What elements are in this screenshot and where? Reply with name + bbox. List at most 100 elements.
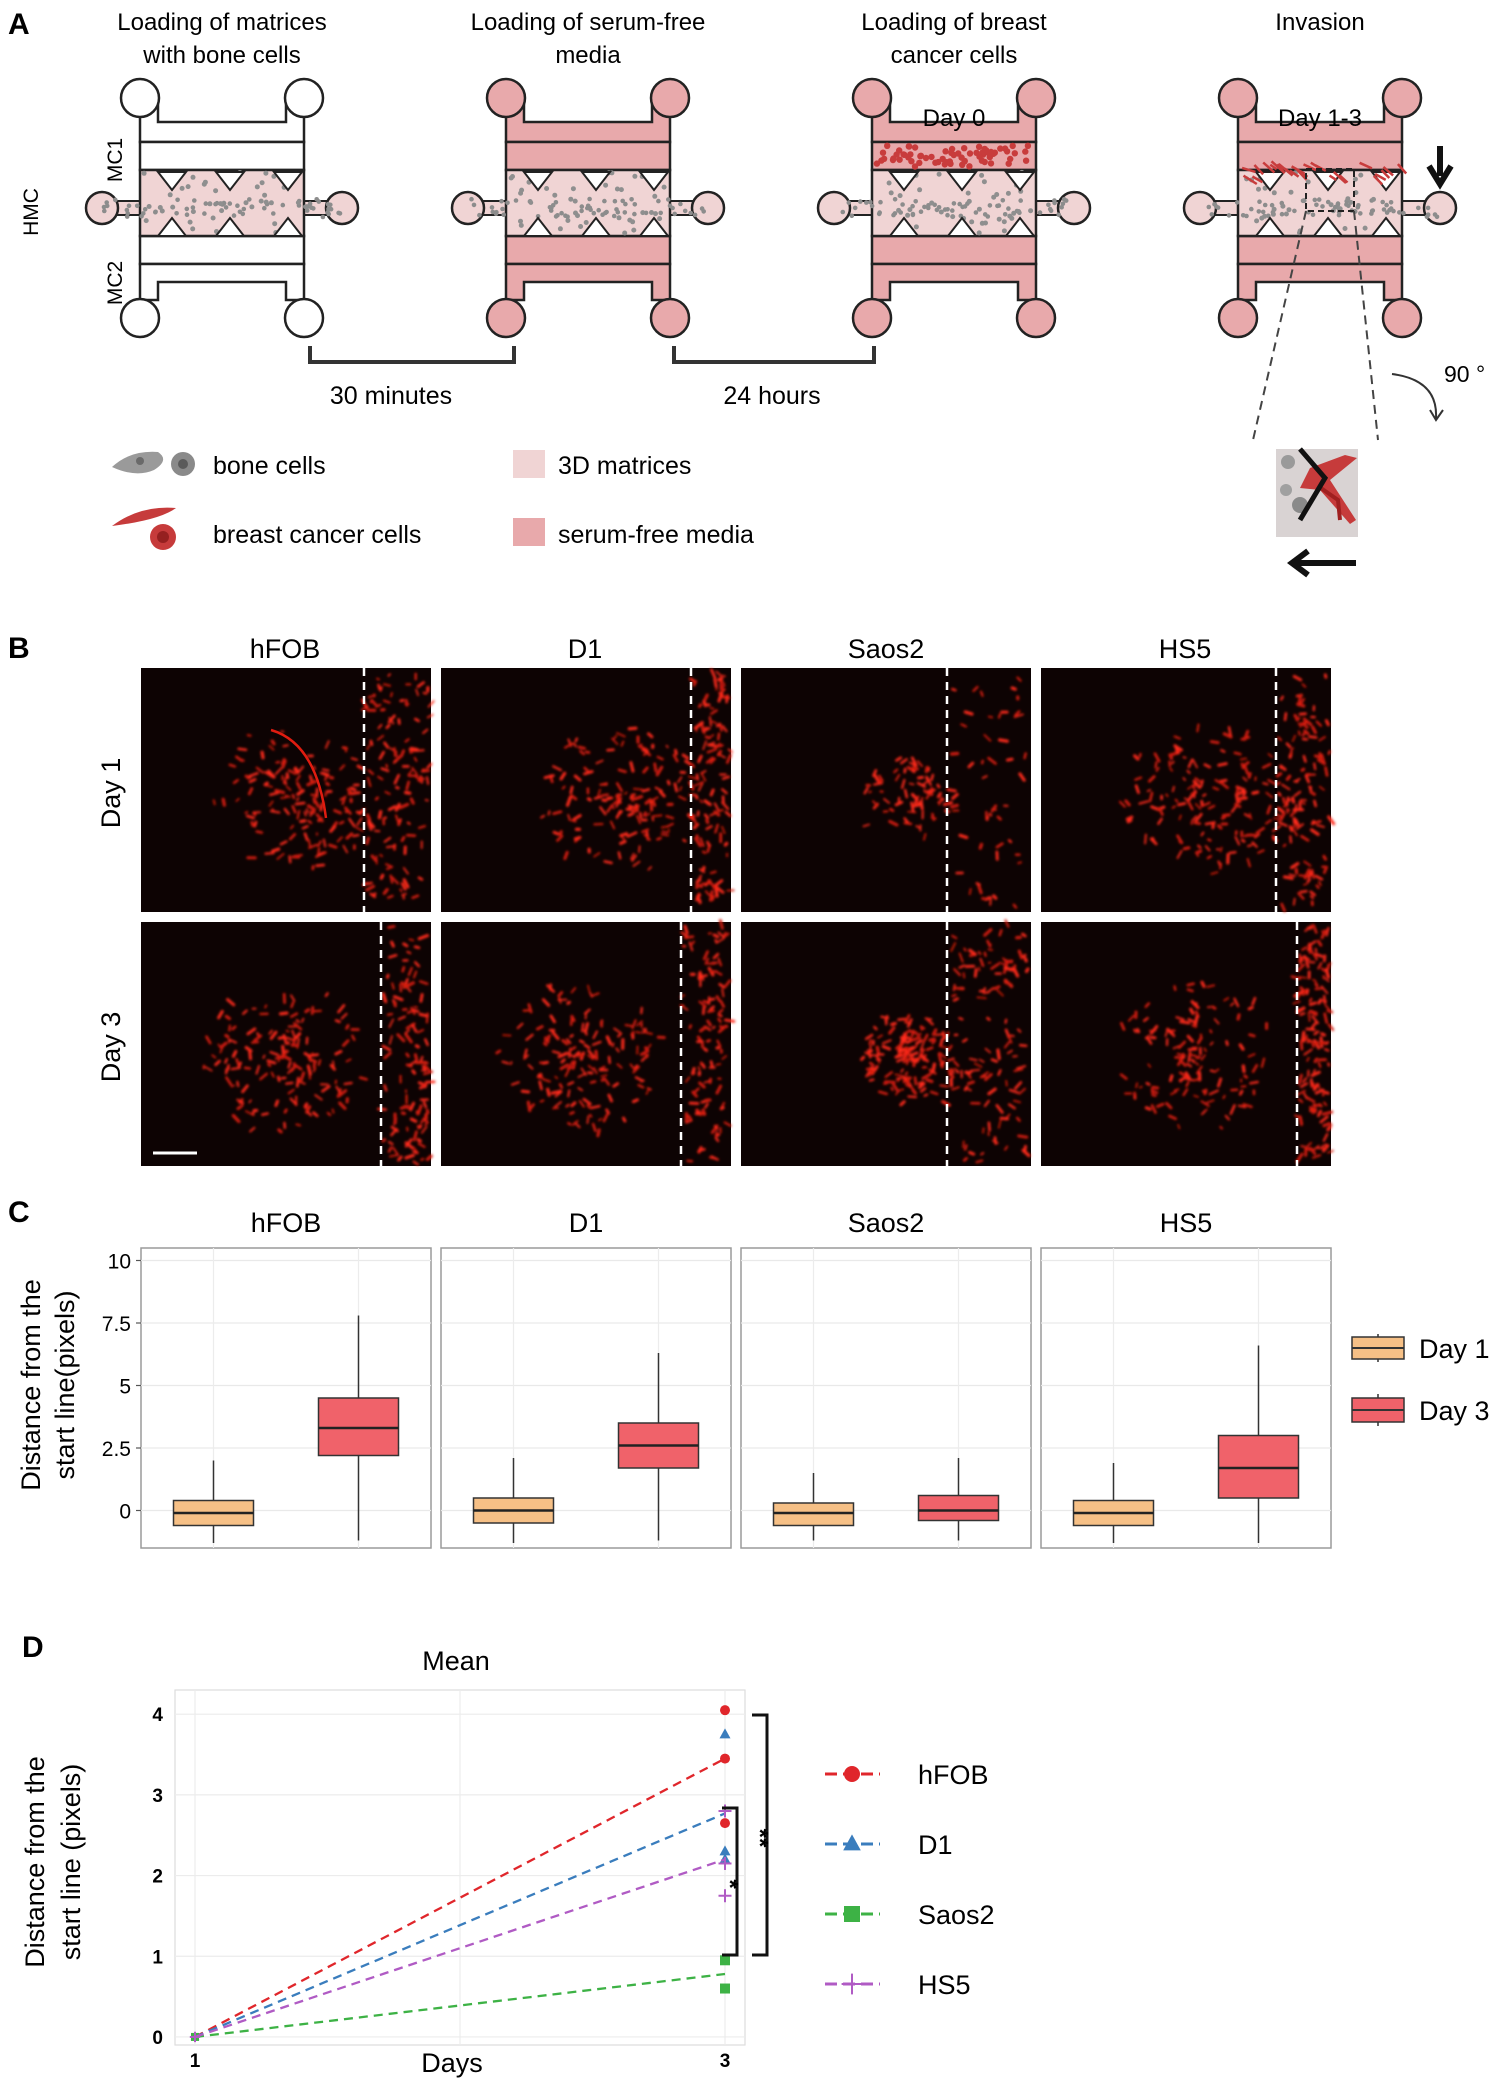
panel-d-title: Mean: [422, 1646, 490, 1676]
legend-matrices: 3D matrices: [558, 452, 691, 480]
y-tick-label: 7.5: [102, 1313, 131, 1336]
panel-d-ylabel-1: Distance from the: [20, 1756, 50, 1968]
box-day1: [472, 1458, 555, 1543]
facet-title: Saos2: [848, 1208, 925, 1238]
panel-c-legend: Day 1 Day 3: [1351, 1334, 1490, 1426]
panel-c-ylabel-2: start line(pixels): [50, 1290, 80, 1479]
significance-brackets: ** *: [716, 1713, 773, 1957]
series-hs5: [189, 1804, 732, 2043]
point-day3: [720, 1818, 730, 1829]
series-line: [194, 1757, 726, 2038]
step-title-3: Loading of breast: [861, 9, 1047, 36]
facet-d1: D1: [440, 1208, 732, 1549]
box-day3: [917, 1458, 1000, 1541]
micrograph-saos2-day1: [741, 668, 1031, 912]
box-day3: [617, 1353, 700, 1541]
y-tick-label: 10: [108, 1251, 131, 1274]
x-tick-label: 3: [720, 2051, 731, 2072]
micrograph-d1-day1: [441, 668, 735, 912]
point-day3: [718, 1856, 732, 1870]
mc1-label: MC1: [104, 138, 127, 182]
sig-inner-label: *: [716, 1879, 743, 1889]
panel-c-label: C: [8, 1196, 30, 1229]
point-day3: [720, 1705, 730, 1716]
step-title-1: Loading of matrices: [117, 9, 326, 36]
facet-hs5: HS5: [1040, 1208, 1332, 1549]
point-day3: [720, 1983, 730, 1994]
chip-step-1: Loading of matrices with bone cells: [84, 9, 360, 339]
y-tick-label: 5: [119, 1376, 131, 1399]
col-header-d1: D1: [568, 634, 603, 664]
y-tick-label: 0: [119, 1501, 131, 1524]
legend-media: serum-free media: [558, 521, 754, 549]
box-day3: [1217, 1345, 1300, 1543]
step-title-4: Invasion: [1275, 9, 1364, 36]
point-day3: [720, 1955, 730, 1966]
facet-saos2: Saos2: [740, 1208, 1032, 1549]
y-tick-label: 4: [152, 1705, 163, 1726]
interval-label-1: 30 minutes: [330, 382, 452, 410]
point-day3: [719, 1845, 731, 1856]
legend-item-saos2: Saos2: [825, 1900, 995, 1930]
col-header-saos2: Saos2: [848, 634, 925, 664]
left-arrow-icon: [1287, 548, 1356, 578]
interval-bracket-2: 24 hours: [672, 346, 876, 410]
micrograph-d1-day3: [441, 919, 736, 1166]
panel-d-legend: hFOB D1 Saos2 HS5: [825, 1760, 995, 2000]
legend-item-hs5: HS5: [825, 1970, 971, 2000]
step-title-2: Loading of serum-free: [471, 9, 706, 36]
legend-marker: [844, 1766, 860, 1782]
bone-cells-icon: [112, 451, 195, 476]
zoom-box: [1305, 168, 1355, 212]
down-arrow-icon: [1426, 146, 1454, 190]
box-day1: [772, 1473, 855, 1541]
micrograph-saos2-day3: [741, 919, 1031, 1166]
row-label-day1: Day 1: [96, 758, 126, 829]
rotate-arrow-icon: [1391, 373, 1438, 419]
step-subtitle-3: cancer cells: [891, 42, 1018, 69]
micrograph-hfob-day3: [141, 922, 436, 1166]
boxplot-facets: hFOB 0 2.5 5 7.5 10 D1 Saos2 HS5: [102, 1208, 1332, 1549]
row-label-day3: Day 3: [96, 1012, 126, 1083]
y-tick-label: 1: [152, 1947, 163, 1968]
facet-title: D1: [569, 1208, 604, 1238]
mc2-label: MC2: [104, 261, 127, 305]
panel-b-label: B: [8, 632, 30, 665]
legend-marker: [841, 1973, 863, 1995]
y-tick-label: 2.5: [102, 1438, 131, 1461]
point-day1: [189, 2031, 201, 2043]
facet-title: HS5: [1160, 1208, 1213, 1238]
cancer-cells-icon: [112, 507, 176, 550]
step-inner-label-4: Day 1-3: [1278, 105, 1362, 132]
micrograph-hfob-day1: [141, 668, 435, 912]
facet-title: hFOB: [251, 1208, 322, 1238]
panel-a-label: A: [8, 8, 30, 41]
legend-key-day1: [1351, 1334, 1405, 1362]
legend-label: D1: [918, 1830, 953, 1860]
panel-d-label: D: [22, 1631, 44, 1664]
legend-key-day3: [1351, 1394, 1405, 1426]
box-day1: [1072, 1463, 1155, 1543]
step-subtitle-2: media: [555, 42, 621, 69]
chip-step-3: Loading of breast cancer cells Day 0: [816, 9, 1092, 339]
legend-item-hfob: hFOB: [825, 1760, 989, 1790]
chip-step-2: Loading of serum-free media: [450, 9, 726, 339]
interval-bracket-1: 30 minutes: [308, 346, 516, 410]
legend-label: HS5: [918, 1970, 971, 2000]
legend-marker: [844, 1906, 860, 1922]
y-tick-label: 0: [152, 2028, 163, 2049]
mean-line-plot: 0 1 2 3 4 1 3: [152, 1689, 746, 2072]
zoom-inset: [1276, 447, 1358, 578]
panel-d-xlabel: Days: [421, 2048, 483, 2078]
y-tick-label: 3: [152, 1786, 163, 1807]
col-header-hs5: HS5: [1159, 634, 1212, 664]
point-day3: [718, 1889, 732, 1903]
series-line: [194, 1858, 726, 2039]
step-subtitle-1: with bone cells: [142, 42, 300, 69]
box-day3: [317, 1315, 400, 1541]
panel-b: B hFOB D1 Saos2 HS5 Day 1 Day 3: [8, 632, 1336, 1166]
legend-label-day3: Day 3: [1419, 1396, 1490, 1426]
legend-label-day1: Day 1: [1419, 1334, 1490, 1364]
